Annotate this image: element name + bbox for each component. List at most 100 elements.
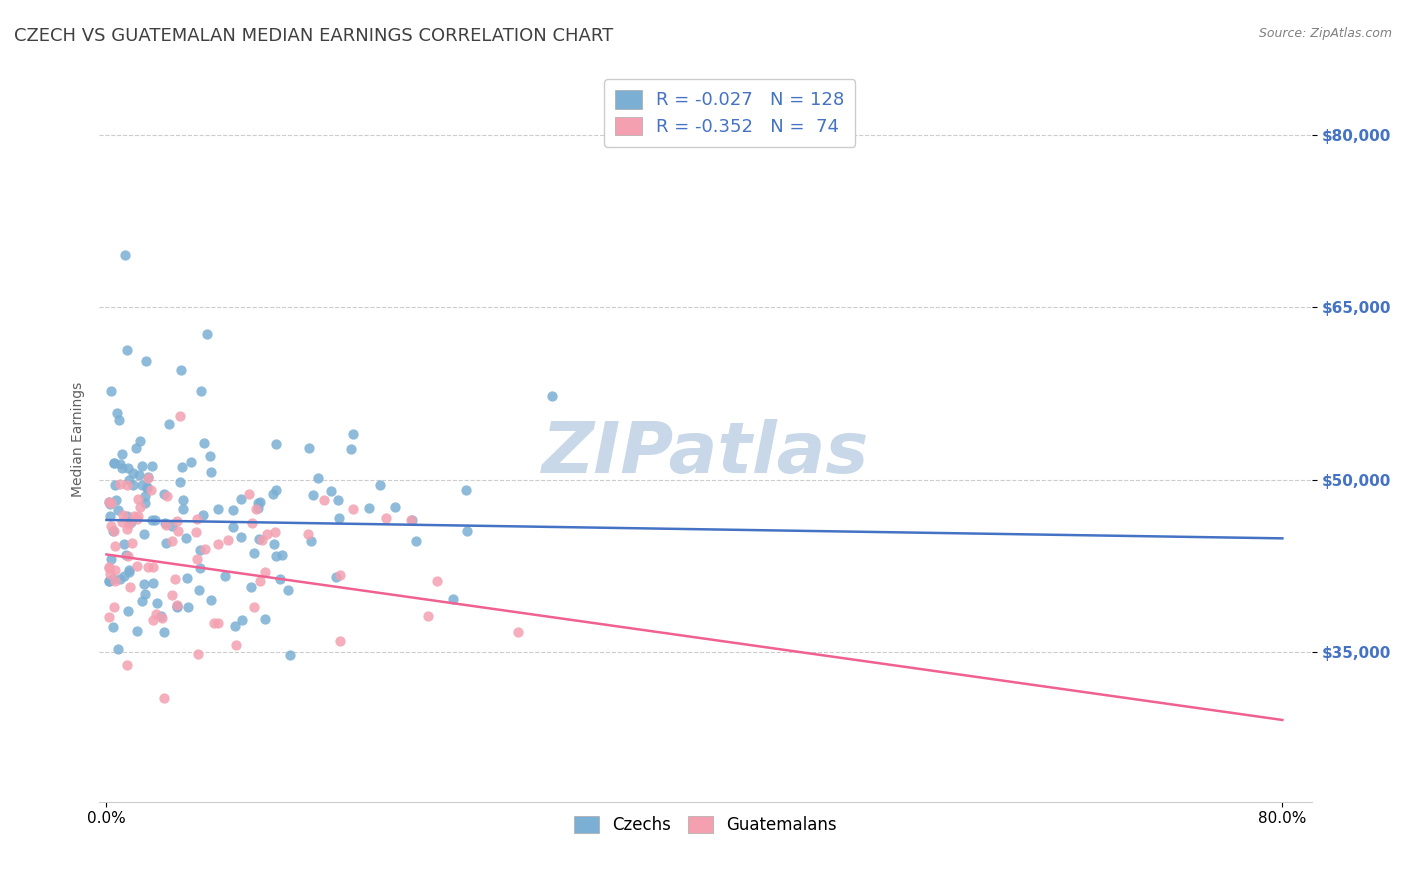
Point [231,613,253,627]
Point [100,552,122,566]
Point [325,570,347,584]
Point [103,572,125,586]
Point [98,508,121,523]
Point [149,608,172,623]
Point [222,520,245,534]
Point [249,495,271,509]
Point [111,515,134,529]
Point [262,487,284,501]
Text: Source: ZipAtlas.com: Source: ZipAtlas.com [1258,27,1392,40]
Point [207,537,229,551]
Text: ZIPatlas: ZIPatlas [541,419,869,489]
Point [190,543,212,558]
Point [278,648,301,662]
Point [247,500,270,515]
Point [401,513,423,527]
Point [120,580,142,594]
Y-axis label: Median Earnings: Median Earnings [72,382,86,497]
Point [121,536,143,550]
Point [153,487,176,501]
Point [314,493,336,508]
Point [307,471,329,485]
Point [170,363,193,377]
Point [263,524,285,539]
Point [238,487,260,501]
Point [118,563,141,577]
Point [368,478,391,492]
Point [319,483,342,498]
Point [131,458,153,473]
Point [146,596,169,610]
Point [103,456,125,470]
Point [104,563,127,577]
Point [117,343,139,358]
Point [103,524,125,538]
Point [108,457,131,471]
Point [143,513,166,527]
Point [114,548,136,562]
Point [132,577,155,591]
Legend: Czechs, Guatemalans: Czechs, Guatemalans [564,805,846,844]
Point [264,549,287,563]
Point [125,558,148,573]
Point [174,531,197,545]
Point [98,497,121,511]
Point [122,478,145,492]
Point [541,389,564,403]
Point [342,426,364,441]
Point [200,593,222,607]
Point [328,492,350,507]
Point [254,565,277,579]
Point [136,560,159,574]
Point [342,502,364,516]
Point [298,441,321,455]
Point [128,468,150,483]
Point [172,502,194,516]
Point [111,461,134,475]
Point [184,524,207,539]
Point [108,413,131,427]
Point [194,541,217,556]
Point [169,475,191,490]
Point [134,489,156,503]
Point [152,625,174,640]
Point [229,531,252,545]
Point [136,480,159,494]
Point [104,574,127,588]
Point [217,533,239,547]
Point [224,619,246,633]
Point [253,612,276,626]
Point [101,524,124,539]
Point [160,588,183,602]
Point [186,512,208,526]
Point [454,483,477,497]
Point [108,477,131,491]
Point [122,466,145,480]
Point [153,516,176,531]
Point [98,610,121,624]
Point [104,477,127,491]
Point [207,615,229,630]
Point [131,478,153,492]
Point [136,471,159,485]
Point [117,516,139,531]
Point [100,519,122,533]
Point [117,658,139,673]
Point [242,546,264,560]
Point [112,537,135,551]
Point [136,481,159,495]
Point [118,566,141,580]
Point [157,417,180,432]
Point [266,483,288,497]
Point [250,533,273,547]
Point [384,500,406,515]
Point [155,517,177,532]
Point [155,489,177,503]
Point [125,511,148,525]
Point [103,600,125,615]
Point [249,574,271,589]
Point [125,441,148,455]
Point [127,509,149,524]
Point [127,624,149,639]
Point [115,477,138,491]
